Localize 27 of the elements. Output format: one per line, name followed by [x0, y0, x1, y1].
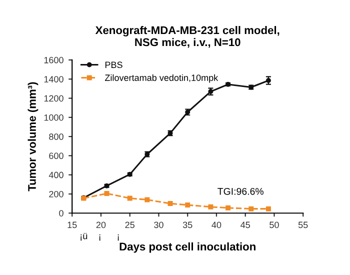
y-tick-label: 1200: [44, 95, 64, 102]
y-tick-label: 800: [49, 134, 64, 140]
x-tick-label: 40: [212, 222, 222, 228]
x-tick-label: 30: [154, 222, 164, 228]
text: ¡ü: [80, 232, 88, 241]
chart-title: Xenograft-MDA-MB-231 cell model, NSG mice, i.v., N=10: [95, 26, 280, 48]
x-tick-label: 50: [270, 222, 279, 228]
y-tick-label: 0: [59, 210, 64, 216]
text: ¡: [118, 234, 119, 241]
x-axis-title: Days post cell inoculation: [120, 242, 256, 253]
y-tick-label: 1000: [44, 114, 64, 121]
x-tick-label: 55: [298, 222, 308, 228]
text: ¡: [99, 234, 100, 241]
y-axis-title: Tumor volume (mm³): [28, 82, 38, 192]
x-tick-label: 35: [182, 222, 192, 228]
x-tick-label: 45: [240, 222, 250, 228]
y-tick-label: 200: [49, 190, 64, 198]
legend-label: Zilovertamab vedotin,10mpk: [104, 74, 218, 83]
y-tick-label: 1600: [44, 56, 64, 64]
x-tick-label: 20: [96, 222, 106, 228]
x-tick-label: 15: [68, 222, 77, 228]
annotation: TGI:96.6%: [218, 188, 264, 195]
y-tick-label: 400: [48, 172, 64, 178]
x-tick-label: 25: [125, 222, 134, 228]
legend-label: PBS: [105, 62, 122, 68]
y-tick-label: 600: [49, 152, 64, 160]
y-tick-label: 1400: [44, 76, 64, 82]
